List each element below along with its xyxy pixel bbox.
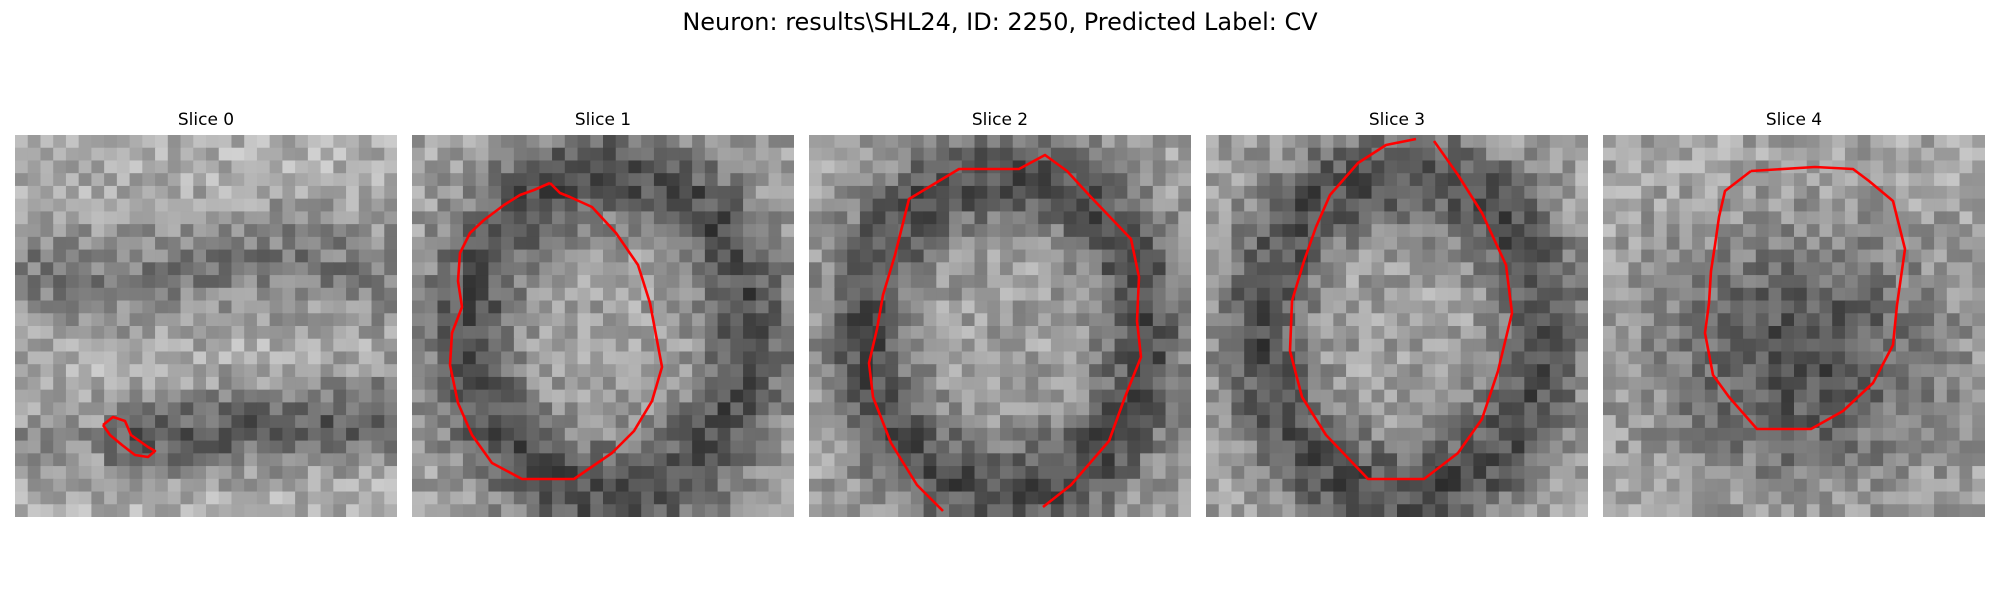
slice-panel-0: Slice 0: [15, 107, 397, 517]
slice-title: Slice 0: [177, 110, 235, 130]
slice-title: Slice 3: [1368, 110, 1426, 130]
contour-outline: [101, 415, 157, 459]
slice-title: Slice 2: [971, 110, 1029, 130]
slice-title: Slice 1: [574, 110, 632, 130]
contour-outline: [1703, 165, 1907, 431]
slice-image: [809, 135, 1191, 517]
contour-outline: [867, 153, 1143, 512]
figure-title: Neuron: results\SHL24, ID: 2250, Predict…: [682, 8, 1318, 36]
slice-panel-3: Slice 3: [1206, 107, 1588, 517]
slice-image: [412, 135, 794, 517]
contour-outline: [1288, 137, 1514, 481]
slice-image: [1603, 135, 1985, 517]
slice-panel-1: Slice 1: [412, 107, 794, 517]
slice-image: [15, 135, 397, 517]
slice-panel-4: Slice 4: [1603, 107, 1985, 517]
slice-title: Slice 4: [1765, 110, 1823, 130]
slice-image: [1206, 135, 1588, 517]
contour-outline: [448, 181, 664, 481]
slice-panel-2: Slice 2: [809, 107, 1191, 517]
